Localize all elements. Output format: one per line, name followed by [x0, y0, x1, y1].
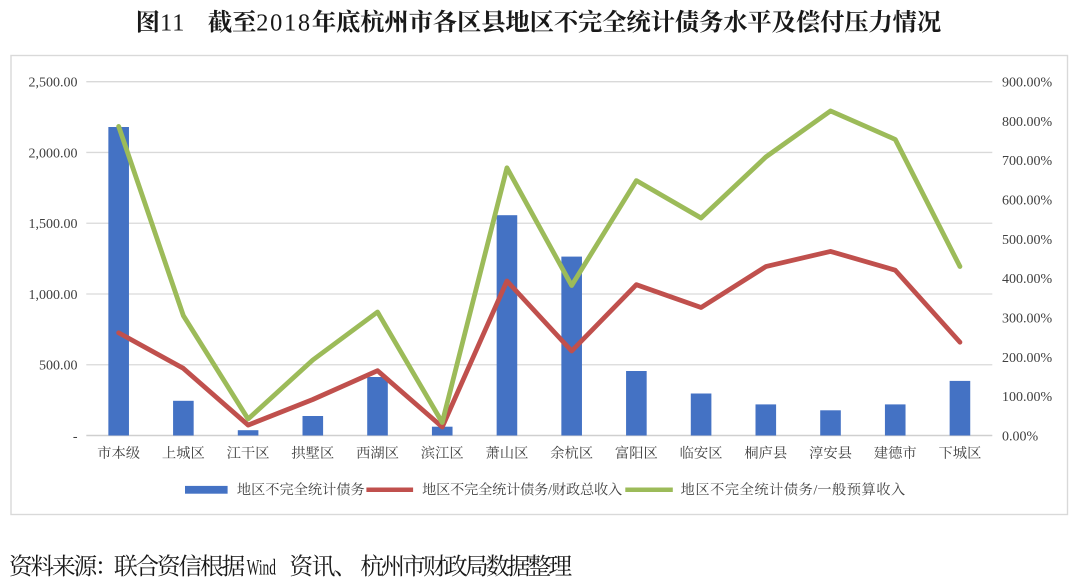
svg-text:200.00%: 200.00% [1002, 351, 1053, 366]
svg-text:1,000.00: 1,000.00 [29, 288, 78, 303]
svg-text:0.00%: 0.00% [1002, 429, 1039, 444]
svg-text:400.00%: 400.00% [1002, 272, 1053, 287]
svg-text:600.00%: 600.00% [1002, 194, 1053, 209]
svg-text:800.00%: 800.00% [1002, 115, 1053, 130]
svg-text:1,500.00: 1,500.00 [29, 217, 78, 232]
svg-text:Wind: Wind [247, 555, 276, 580]
svg-text:300.00%: 300.00% [1002, 311, 1053, 326]
svg-text:900.00%: 900.00% [1002, 76, 1053, 91]
svg-text:-: - [73, 429, 78, 444]
svg-text:500.00%: 500.00% [1002, 233, 1053, 248]
svg-text:2,500.00: 2,500.00 [29, 76, 78, 91]
svg-text:2,000.00: 2,000.00 [29, 146, 78, 161]
svg-text:500.00: 500.00 [39, 359, 78, 374]
svg-text:700.00%: 700.00% [1002, 154, 1053, 169]
svg-text:100.00%: 100.00% [1002, 390, 1053, 405]
